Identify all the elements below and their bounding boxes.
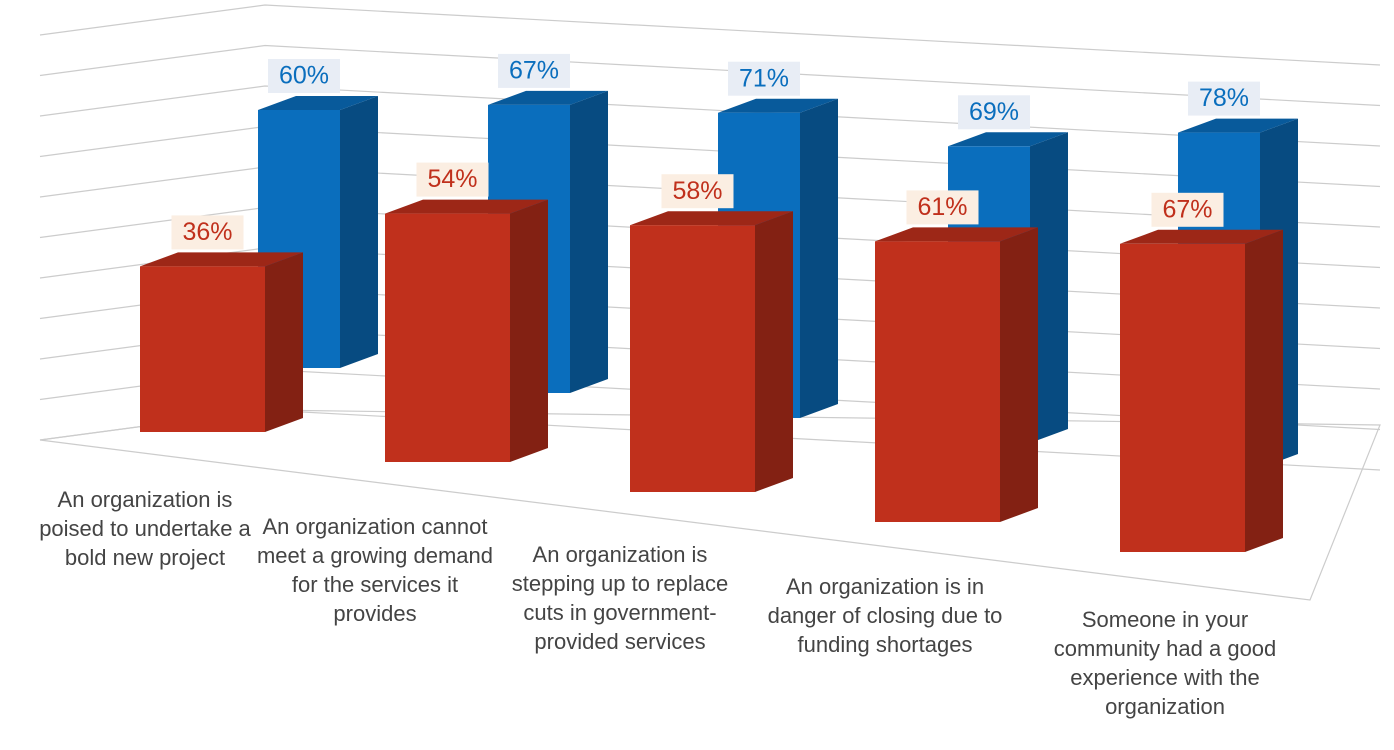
bar [630, 225, 755, 492]
grid-line [39, 4, 1381, 66]
bar-top [488, 90, 608, 105]
value-label-bg [498, 53, 570, 88]
bar-top [258, 96, 378, 110]
bar-top [1120, 229, 1283, 244]
bar-side [1030, 132, 1068, 444]
grid-line [39, 44, 1381, 107]
x-tick-label: An organization is stepping up to replac… [511, 542, 729, 654]
x-tick-label: An organization cannot meet a growing de… [256, 514, 494, 626]
value-label: 67% [509, 57, 559, 85]
bar-side [800, 98, 838, 418]
value-label: 36% [182, 218, 232, 246]
bar [1120, 243, 1245, 553]
bar [385, 213, 510, 462]
x-tick-label: Someone in your community had a good exp… [1053, 607, 1277, 719]
value-label: 61% [917, 193, 967, 221]
value-label: 58% [672, 177, 722, 205]
bar-top [875, 227, 1038, 242]
bar-top [140, 252, 303, 267]
value-label-bg [416, 162, 489, 197]
value-label-bg [661, 174, 734, 209]
value-label: 67% [1162, 195, 1212, 223]
bar-side [1245, 229, 1283, 553]
bar-side [1000, 227, 1038, 522]
bar [875, 241, 1000, 522]
value-label: 78% [1199, 84, 1249, 112]
bar [140, 266, 265, 432]
bar-top [718, 98, 838, 113]
value-label-bg [958, 95, 1030, 130]
value-label-bg [171, 215, 244, 250]
value-label-bg [1151, 192, 1224, 227]
value-label-bg [906, 190, 979, 225]
value-label-bg [1188, 81, 1260, 116]
x-tick-label: An organization is in danger of closing … [767, 574, 1003, 657]
bar-top [1178, 118, 1298, 133]
value-label: 69% [969, 98, 1019, 126]
value-label-bg [728, 61, 800, 96]
x-tick-label: An organization is poised to undertake a… [39, 487, 251, 570]
bar-top [630, 211, 793, 226]
value-label: 60% [279, 62, 329, 90]
value-label: 71% [739, 64, 789, 92]
bar-side [265, 252, 303, 432]
bar-top [948, 132, 1068, 147]
bar-top [385, 199, 548, 214]
bar-side [755, 211, 793, 492]
value-label: 54% [427, 165, 477, 193]
bar-side [340, 96, 378, 368]
bar-side [570, 90, 608, 394]
bar-side [510, 199, 548, 462]
value-label-bg [268, 59, 340, 93]
